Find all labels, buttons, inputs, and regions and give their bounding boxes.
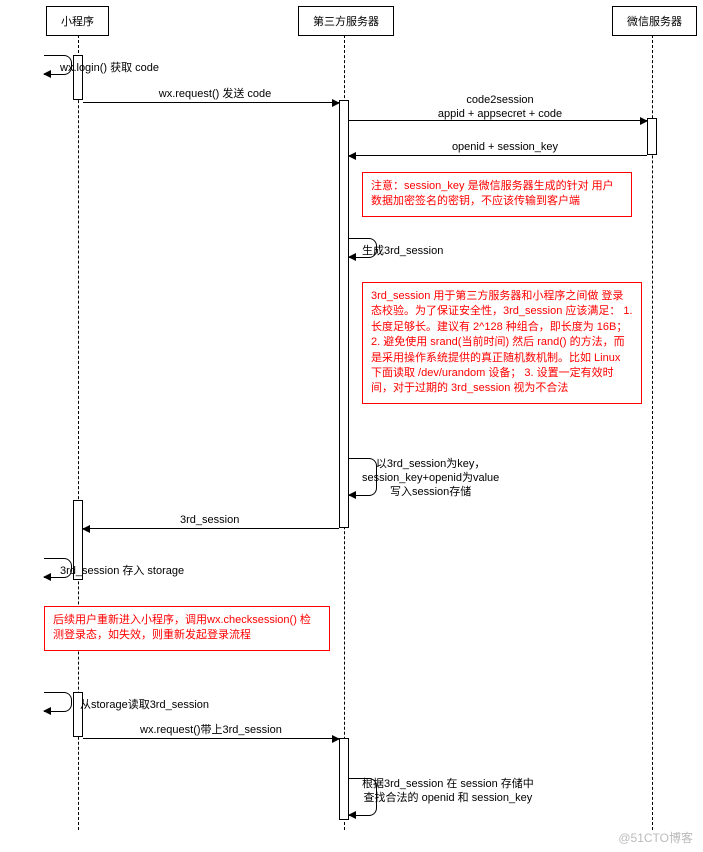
message-label: openid + session_key: [440, 141, 570, 155]
watermark: @51CTO博客: [618, 829, 693, 846]
message-arrow: [349, 155, 647, 156]
note-text: 后续用户重新进入小程序，调用wx.checksession() 检测登录态，如失…: [53, 614, 311, 641]
participant-thirdparty: 第三方服务器: [298, 6, 394, 36]
activation: [647, 118, 657, 155]
message-arrow: [83, 738, 339, 739]
message-arrow: [83, 102, 339, 103]
message-label: 以3rd_session为key， session_key+openid为val…: [362, 458, 499, 499]
message-label: 3rd_session 存入 storage: [60, 565, 184, 579]
message-label: wx.login() 获取 code: [60, 62, 159, 76]
message-label: 生成3rd_session: [362, 245, 443, 259]
participant-label: 小程序: [61, 16, 94, 28]
participant-label: 第三方服务器: [313, 16, 379, 28]
participant-miniprogram: 小程序: [46, 6, 109, 36]
message-arrow: [83, 528, 339, 529]
message-label: wx.request()带上3rd_session: [140, 724, 282, 738]
message-label: 从storage读取3rd_session: [80, 699, 209, 713]
note-session-key-warning: 注意：session_key 是微信服务器生成的针对 用户数据加密签名的密钥，不…: [362, 172, 632, 217]
participant-label: 微信服务器: [627, 16, 682, 28]
note-text: 注意：session_key 是微信服务器生成的针对 用户数据加密签名的密钥，不…: [371, 180, 614, 207]
message-label: wx.request() 发送 code: [120, 88, 310, 102]
message-label: 根据3rd_session 在 session 存储中 查找合法的 openid…: [362, 778, 534, 806]
note-checksession: 后续用户重新进入小程序，调用wx.checksession() 检测登录态，如失…: [44, 606, 330, 651]
activation: [339, 738, 349, 820]
note-text: 3rd_session 用于第三方服务器和小程序之间做 登录态校验。为了保证安全…: [371, 290, 633, 394]
note-3rd-session-rules: 3rd_session 用于第三方服务器和小程序之间做 登录态校验。为了保证安全…: [362, 282, 642, 404]
message-label: 3rd_session: [180, 514, 239, 528]
activation: [339, 100, 349, 528]
message-label: code2session appid + appsecret + code: [420, 94, 580, 122]
self-message: [44, 692, 72, 712]
participant-wechat: 微信服务器: [612, 6, 697, 36]
